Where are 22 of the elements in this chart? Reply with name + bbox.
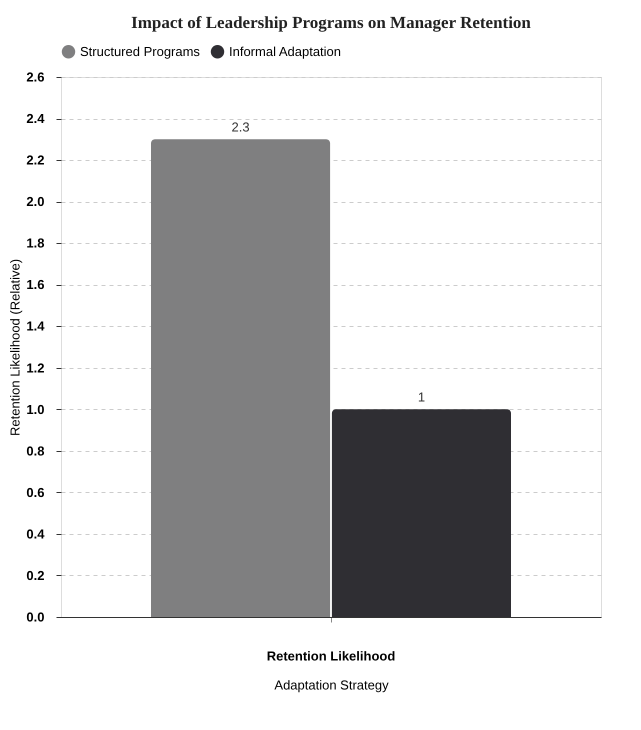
y-tick-label: 0.2: [26, 568, 44, 583]
y-tick-label: 0.6: [26, 484, 44, 500]
data-label: 2.3: [232, 119, 250, 134]
y-tick-label: 1.4: [26, 318, 46, 334]
y-tick-label: 2.4: [26, 111, 46, 126]
legend-label: Informal Adaptation: [229, 44, 342, 59]
chart-title: Impact of Leadership Programs on Manager Retention: [131, 13, 532, 32]
legend-label: Structured Programs: [80, 44, 200, 59]
y-tick-label: 0.8: [26, 443, 44, 458]
y-tick-label: 1.2: [26, 360, 44, 376]
y-tick-label: 2.0: [26, 194, 44, 210]
y-tick-label: 0.4: [26, 526, 46, 542]
data-label: 1: [418, 389, 426, 404]
y-tick-label: 2.2: [26, 152, 44, 168]
y-tick-label: 1.6: [26, 277, 44, 292]
y-axis-title: Retention Likelihood (Relative): [7, 258, 22, 436]
x-tick-label: Retention Likelihood: [266, 648, 396, 664]
y-tick-label: 0.0: [26, 610, 44, 624]
y-tick-label: 1.8: [26, 236, 44, 251]
y-tick-label: 1.0: [26, 402, 44, 417]
y-tick-label: 2.6: [26, 70, 44, 84]
x-axis-title: Adaptation Strategy: [274, 678, 390, 692]
